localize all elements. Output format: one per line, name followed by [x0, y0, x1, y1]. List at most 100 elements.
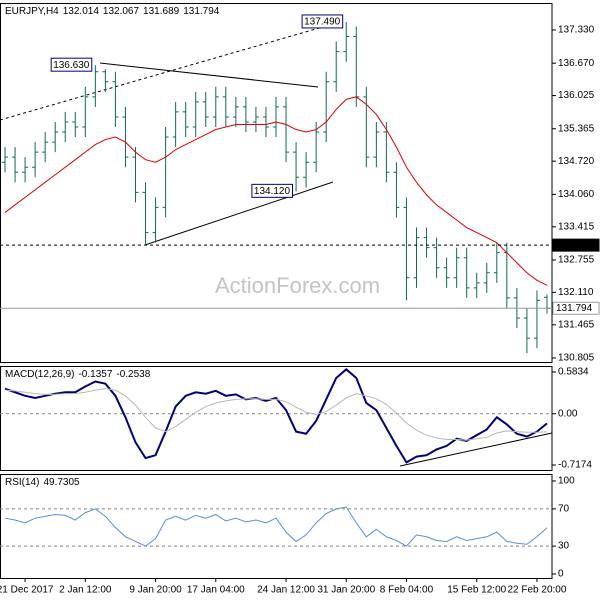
- panel-title: RSI(14): [5, 477, 39, 488]
- panel-title: MACD(12,26,9): [5, 369, 74, 380]
- y-tick-label: 100: [558, 476, 575, 487]
- ohlc-bar: [182, 101, 189, 138]
- watermark: ActionForex.com: [215, 273, 380, 298]
- x-tick-label: 2 Jan 12:00: [59, 585, 112, 596]
- x-tick-label: 9 Jan 20:00: [129, 585, 182, 596]
- ohlc-bar: [433, 237, 440, 278]
- ohlc-bar: [262, 106, 269, 138]
- y-tick-label: 133.415: [558, 221, 595, 232]
- ohlc-bar: [162, 127, 169, 218]
- ohlc-bar: [222, 86, 229, 128]
- panel-value: 49.7305: [43, 477, 80, 488]
- ohlc-bar: [92, 65, 99, 107]
- panel-header: EURJPY,H4 132.014 132.067 131.689 131.794: [5, 6, 220, 17]
- panel-frame: [0, 366, 553, 471]
- x-tick-label: 17 Jan 04:00: [187, 585, 245, 596]
- ohlc-bar: [102, 69, 109, 92]
- price-level-label: 131.794: [556, 303, 593, 314]
- moving-average: [4, 96, 548, 286]
- ohlc-bar: [463, 247, 470, 298]
- ohlc-bar: [383, 121, 390, 183]
- trendlines: [0, 21, 553, 467]
- trendline: [399, 432, 553, 467]
- ohlc-bar: [132, 147, 139, 203]
- y-tick-label: 134.060: [558, 189, 595, 200]
- y-tick-label: 130.805: [558, 353, 595, 364]
- ohlc-bar: [413, 227, 420, 288]
- ohlc-bar: [82, 86, 89, 138]
- y-tick-label: 132.755: [558, 255, 595, 266]
- indicator-line: [4, 506, 548, 547]
- x-tick-label: 15 Feb 12:00: [447, 585, 506, 596]
- y-tick-label: 135.365: [558, 123, 595, 134]
- y-tick-label: 137.330: [558, 25, 595, 36]
- y-tick-label: 132.110: [558, 287, 594, 298]
- ohlc-bar: [323, 71, 330, 143]
- ohlc-bar: [483, 262, 490, 293]
- ohlc-bar: [363, 86, 370, 168]
- ohlc-bar: [443, 257, 450, 288]
- price-level-box: [552, 238, 600, 252]
- panel-value: 132.067: [103, 6, 140, 17]
- price-level-label: 133.050: [556, 240, 593, 251]
- ohlc-bar: [12, 147, 19, 183]
- panel-header: MACD(12,26,9) -0.1357 -0.2538: [5, 369, 151, 380]
- panel-value: 131.794: [183, 6, 220, 17]
- y-tick-label: -0.7174: [558, 460, 592, 471]
- ohlc-bar: [293, 142, 300, 192]
- ohlc-bar: [32, 142, 39, 178]
- ohlc-bar: [423, 227, 430, 258]
- panel-frame: [0, 474, 553, 579]
- y-tick-label: 0.5834: [558, 367, 589, 378]
- y-tick-label: 136.670: [558, 58, 595, 69]
- ohlc-bar: [2, 147, 9, 173]
- ohlc-bar: [403, 197, 410, 301]
- y-tick-label: 0.00: [558, 408, 578, 419]
- y-tick-label: 136.025: [558, 90, 595, 101]
- indicator-line: [4, 388, 548, 441]
- panel-header: RSI(14) 49.7305: [5, 477, 80, 488]
- annotation-box: [50, 57, 93, 72]
- ohlc-bar: [172, 101, 179, 148]
- ohlc-bar: [112, 71, 119, 128]
- annotation-box: [251, 183, 294, 198]
- ohlc-bar: [333, 41, 340, 92]
- ohlc-bar: [313, 121, 320, 173]
- panel-value: -0.2538: [116, 369, 150, 380]
- panel-value: -0.1357: [78, 369, 112, 380]
- y-tick-label: 30: [558, 541, 570, 552]
- panel-frame: [0, 3, 553, 363]
- panel-value: 131.689: [143, 6, 180, 17]
- x-tick-label: 31 Jan 20:00: [317, 585, 375, 596]
- ohlc-bar: [212, 86, 219, 128]
- y-tick-label: 134.720: [558, 156, 595, 167]
- ohlc-bar: [202, 91, 209, 128]
- ohlc-bar: [493, 242, 500, 283]
- ohlc-bar: [393, 162, 400, 218]
- y-tick-label: 0: [558, 569, 564, 580]
- x-tick-label: 21 Dec 2017: [0, 585, 54, 596]
- annotation-label: 136.630: [53, 60, 90, 71]
- y-tick-label: 131.465: [558, 319, 595, 330]
- ohlc-bar: [343, 21, 350, 62]
- ohlc-bar: [22, 157, 29, 183]
- annotation-label: 137.490: [304, 17, 341, 28]
- ohlc-bar: [142, 182, 149, 246]
- panel-value: 132.014: [63, 6, 100, 17]
- ohlc-bar: [242, 96, 249, 133]
- ohlc-bar: [192, 91, 199, 138]
- indicator-line: [4, 368, 548, 464]
- ohlc-bar: [62, 111, 69, 143]
- x-tick-label: 24 Jan 12:00: [257, 585, 315, 596]
- ohlc-bar: [283, 96, 290, 163]
- ohlc-bar: [373, 121, 380, 168]
- ohlc-bar: [523, 307, 530, 354]
- annotation-label: 134.120: [254, 186, 291, 197]
- x-tick-label: 22 Feb 20:00: [507, 585, 566, 596]
- ohlc-bar: [122, 106, 129, 168]
- ohlc-bar: [232, 96, 239, 128]
- trendline: [99, 62, 319, 88]
- ohlc-bar: [72, 111, 79, 138]
- y-tick-label: 70: [558, 504, 570, 515]
